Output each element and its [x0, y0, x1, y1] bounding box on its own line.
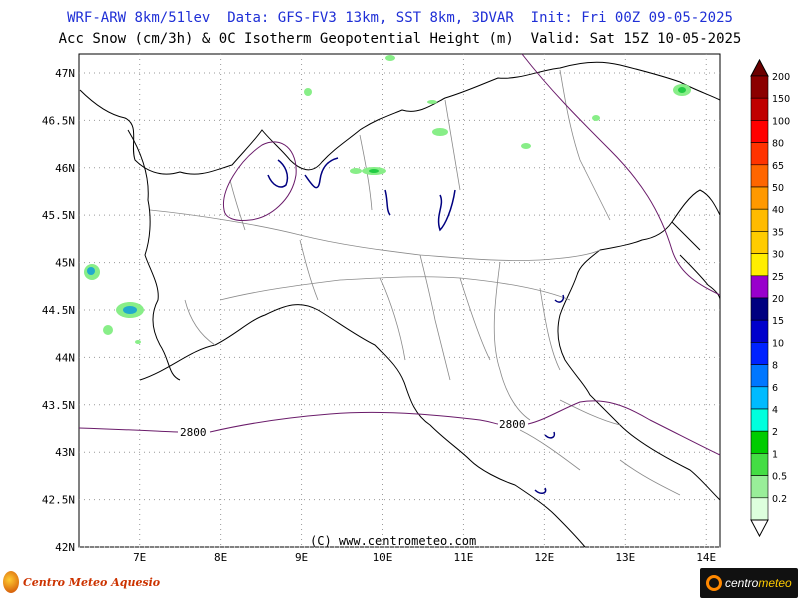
- logo-ring-icon: [706, 575, 722, 591]
- colorbar-swatch: [750, 142, 769, 166]
- snow-patch: [385, 55, 395, 61]
- logo-centro-meteo-aquesio: Centro Meteo Aquesio: [0, 567, 160, 597]
- colorbar-label: 0.2: [772, 494, 787, 505]
- snow-patch: [350, 168, 362, 174]
- lat-tick-label: 44N: [55, 351, 75, 364]
- colorbar-label: 0.5: [772, 472, 787, 483]
- lat-tick-label: 42.5N: [42, 494, 75, 507]
- colorbar-label: 2: [772, 427, 778, 438]
- contour-label-west: 2800: [180, 426, 207, 439]
- snow-patch: [103, 325, 113, 335]
- colorbar: 200 150 100 80 65 50 40 35 30 25 20 15 10 8 6 4 2 1 0.5 0.2: [750, 58, 790, 538]
- colorbar-swatch: [750, 408, 769, 432]
- colorbar-label: 20: [772, 294, 784, 305]
- snow-patch: [369, 169, 379, 173]
- contour-2800-line: [78, 400, 721, 456]
- colorbar-label: 15: [772, 316, 784, 327]
- lon-tick-label: 7E: [133, 551, 146, 564]
- colorbar-swatch: [750, 231, 769, 254]
- lat-tick-label: 47N: [55, 67, 75, 80]
- lat-tick-label: 45.5N: [42, 209, 75, 222]
- lon-tick-label: 14E: [696, 551, 716, 564]
- colorbar-label: 40: [772, 205, 784, 216]
- snow-patch: [123, 306, 137, 314]
- lat-tick-label: 42N: [55, 541, 75, 554]
- lat-tick-label: 43.5N: [42, 399, 75, 412]
- admin-borders: [149, 69, 681, 496]
- colorbar-swatch: [750, 253, 769, 277]
- colorbar-label: 65: [772, 161, 784, 172]
- lat-tick-label: 45N: [55, 257, 75, 270]
- colorbar-label: 1: [772, 449, 778, 460]
- colorbar-label: 150: [772, 94, 790, 105]
- lon-tick-label: 13E: [615, 551, 635, 564]
- colorbar-label: 80: [772, 139, 784, 150]
- colorbar-swatch: [750, 120, 769, 143]
- logo-centrometeo: centrometeo: [700, 568, 798, 598]
- colorbar-swatch: [750, 386, 769, 410]
- lon-tick-label: 11E: [454, 551, 474, 564]
- graticule: [79, 54, 720, 548]
- colorbar-swatch: [750, 75, 769, 99]
- colorbar-label: 25: [772, 272, 784, 283]
- lat-tick-label: 46.5N: [42, 114, 75, 127]
- snow-patches: [84, 55, 691, 344]
- contour-label-east: 2800: [499, 418, 526, 431]
- colorbar-label: 200: [772, 72, 790, 83]
- colorbar-swatch: [750, 164, 769, 188]
- colorbar-swatch: [750, 297, 769, 321]
- colorbar-label: 6: [772, 383, 778, 394]
- colorbar-swatch: [750, 497, 769, 521]
- colorbar-swatch: [750, 186, 769, 210]
- latitude-labels: 47N 46.5N 46N 45.5N 45N 44.5N 44N 43.5N 43N 42.5N…: [42, 67, 75, 554]
- colorbar-swatch: [750, 208, 769, 232]
- lon-tick-label: 9E: [295, 551, 308, 564]
- longitude-labels: 7E 8E 9E 10E 11E 12E 13E 14E: [133, 551, 716, 564]
- colorbar-swatch: [750, 430, 769, 454]
- snow-patch: [304, 88, 312, 96]
- map-frame: [78, 53, 721, 548]
- colorbar-swatch: [750, 275, 769, 299]
- logo-left-text: Centro Meteo Aquesio: [23, 575, 161, 589]
- title-line-2: Acc Snow (cm/3h) & 0C Isotherm Geopotent…: [58, 31, 742, 47]
- colorbar-swatch: [750, 342, 769, 365]
- contour-alps-loop: [222, 141, 297, 221]
- isotherm-contours: [78, 53, 721, 456]
- lat-tick-label: 46N: [55, 162, 75, 175]
- lat-tick-label: 43N: [55, 446, 75, 459]
- snow-patch: [87, 267, 95, 275]
- contour-ne-line: [521, 53, 721, 296]
- colorbar-swatch: [750, 475, 769, 499]
- colorbar-label: 10: [772, 338, 784, 349]
- colorbar-swatch: [750, 453, 769, 476]
- colorbar-swatch: [750, 319, 769, 343]
- colorbar-label: 8: [772, 361, 778, 372]
- logo-right-text: centrometeo: [725, 576, 792, 590]
- colorbar-label: 35: [772, 227, 784, 238]
- colorbar-label: 4: [772, 405, 778, 416]
- colorbar-swatch: [750, 97, 769, 121]
- snow-patch: [135, 340, 141, 344]
- snow-patch: [678, 87, 686, 93]
- lakes: [267, 157, 565, 494]
- lat-tick-label: 44.5N: [42, 304, 75, 317]
- coastlines: [79, 61, 721, 548]
- title-line-1: WRF-ARW 8km/51lev Data: GFS-FV3 13km, SS…: [67, 10, 733, 26]
- snow-patch: [592, 115, 600, 121]
- colorbar-label: 50: [772, 183, 784, 194]
- lon-tick-label: 10E: [373, 551, 393, 564]
- colorbar-max-arrow: [750, 58, 769, 77]
- lon-tick-label: 12E: [534, 551, 554, 564]
- copyright-text: (C) www.centrometeo.com: [310, 534, 477, 548]
- colorbar-label: 100: [772, 116, 790, 127]
- snow-patch: [427, 100, 437, 104]
- logo-disc-icon: [3, 571, 19, 593]
- snow-patch: [432, 128, 448, 136]
- lon-tick-label: 8E: [214, 551, 227, 564]
- colorbar-swatch: [750, 364, 769, 388]
- snow-patch: [521, 143, 531, 149]
- colorbar-min-arrow: [750, 519, 769, 538]
- colorbar-label: 30: [772, 250, 784, 261]
